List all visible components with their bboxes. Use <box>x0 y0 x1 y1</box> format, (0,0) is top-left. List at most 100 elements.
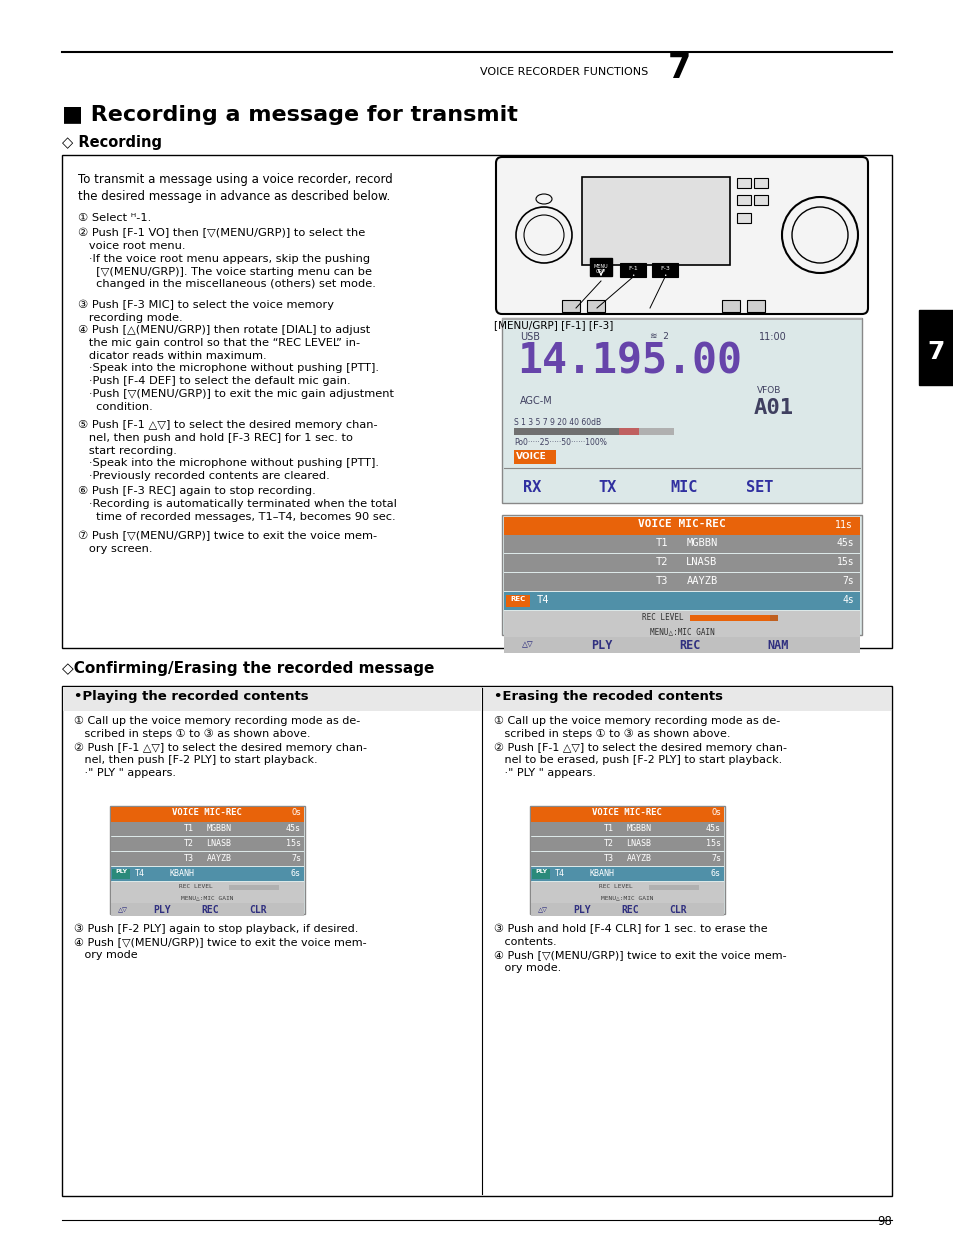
Text: 0s: 0s <box>291 808 301 818</box>
Text: AAYZB: AAYZB <box>206 853 232 863</box>
Text: ③ Push [F-3 MIC] to select the voice memory
   recording mode.: ③ Push [F-3 MIC] to select the voice mem… <box>78 300 334 324</box>
Text: REC: REC <box>201 905 218 915</box>
Bar <box>561 300 579 312</box>
Bar <box>501 317 862 503</box>
Bar <box>503 637 859 653</box>
Text: KBANH: KBANH <box>170 869 194 878</box>
Text: PLY: PLY <box>591 638 612 652</box>
Text: △▽: △▽ <box>537 905 547 914</box>
Text: T4: T4 <box>135 869 145 878</box>
Text: ① Call up the voice memory recording mode as de-
   scribed in steps ① to ③ as s: ① Call up the voice memory recording mod… <box>74 716 367 778</box>
Text: ⑥ Push [F-3 REC] again to stop recording.
   ·Recording is automatically termina: ⑥ Push [F-3 REC] again to stop recording… <box>78 487 396 521</box>
Text: MENU△:MIC GAIN: MENU△:MIC GAIN <box>180 895 233 900</box>
Text: 6s: 6s <box>710 869 720 878</box>
Text: RX: RX <box>522 480 540 495</box>
Text: 14.195.00: 14.195.00 <box>517 340 741 382</box>
Text: T1: T1 <box>603 824 614 832</box>
Bar <box>530 806 724 914</box>
Text: REC: REC <box>620 905 639 915</box>
Text: ■ Recording a message for transmit: ■ Recording a message for transmit <box>62 105 517 125</box>
Bar <box>531 903 723 916</box>
Text: T3: T3 <box>655 576 667 585</box>
Text: PLY: PLY <box>153 905 171 915</box>
Text: 15s: 15s <box>836 557 853 567</box>
Text: 7: 7 <box>926 340 943 364</box>
Bar <box>503 611 859 625</box>
Text: PLY: PLY <box>114 869 127 874</box>
Text: NAM: NAM <box>766 638 788 652</box>
Text: MIC: MIC <box>670 480 697 495</box>
Text: VFOB: VFOB <box>757 387 781 395</box>
Bar <box>111 823 304 836</box>
Text: AAYZB: AAYZB <box>685 576 717 585</box>
Bar <box>503 592 859 610</box>
Text: A01: A01 <box>753 398 793 417</box>
Text: 0s: 0s <box>711 808 720 818</box>
Text: 11:00: 11:00 <box>759 332 786 342</box>
Text: 15s: 15s <box>286 839 301 848</box>
Text: 45s: 45s <box>705 824 720 832</box>
Text: LNASB: LNASB <box>685 557 717 567</box>
Bar <box>618 429 639 435</box>
Text: ④ Push [△(MENU/GRP)] then rotate [DIAL] to adjust
   the mic gain control so tha: ④ Push [△(MENU/GRP)] then rotate [DIAL] … <box>78 325 394 411</box>
Bar <box>531 837 723 851</box>
Text: MGBBN: MGBBN <box>685 538 717 548</box>
Bar <box>586 300 604 312</box>
Text: TX: TX <box>598 480 617 495</box>
Text: 7s: 7s <box>710 853 720 863</box>
Text: USB: USB <box>519 332 539 342</box>
Bar <box>503 555 859 572</box>
Text: ⑤ Push [F-1 △▽] to select the desired memory chan-
   nel, then push and hold [F: ⑤ Push [F-1 △▽] to select the desired me… <box>78 420 378 482</box>
Text: T1: T1 <box>655 538 667 548</box>
Text: 15s: 15s <box>705 839 720 848</box>
Bar <box>503 517 859 535</box>
Text: REC: REC <box>510 597 525 601</box>
Text: T2: T2 <box>184 839 193 848</box>
Bar <box>769 615 778 621</box>
Text: [MENU/GRP] [F-1] [F-3]: [MENU/GRP] [F-1] [F-3] <box>494 320 613 330</box>
FancyBboxPatch shape <box>496 157 867 314</box>
Text: •Erasing the recoded contents: •Erasing the recoded contents <box>494 690 722 703</box>
Text: 7: 7 <box>667 52 691 84</box>
Text: F-1: F-1 <box>627 266 638 270</box>
Text: T4: T4 <box>537 595 549 605</box>
Bar <box>918 310 953 385</box>
Bar <box>581 177 729 266</box>
Text: Po0·····25·····50······100%: Po0·····25·····50······100% <box>514 438 606 447</box>
Bar <box>229 885 278 890</box>
Text: VOICE RECORDER FUNCTIONS: VOICE RECORDER FUNCTIONS <box>479 67 647 77</box>
Text: ◇Confirming/Erasing the recorded message: ◇Confirming/Erasing the recorded message <box>62 661 434 676</box>
Text: T4: T4 <box>555 869 564 878</box>
Text: CLR: CLR <box>249 905 267 915</box>
Text: ① Select ᴴ-1.: ① Select ᴴ-1. <box>78 212 152 224</box>
Bar <box>753 195 767 205</box>
Bar <box>651 263 678 277</box>
Text: T1: T1 <box>184 824 193 832</box>
Bar <box>531 806 723 823</box>
Text: VOICE: VOICE <box>516 452 546 461</box>
Bar <box>112 869 130 879</box>
Bar <box>111 837 304 851</box>
Text: ≋  2: ≋ 2 <box>649 332 668 341</box>
Bar <box>619 263 645 277</box>
Text: 6s: 6s <box>291 869 301 878</box>
Text: PLY: PLY <box>535 869 546 874</box>
Bar <box>532 869 550 879</box>
Text: MGBBN: MGBBN <box>626 824 651 832</box>
Text: CLR: CLR <box>668 905 686 915</box>
Bar <box>62 156 891 648</box>
Text: T2: T2 <box>603 839 614 848</box>
Text: REC LEVEL: REC LEVEL <box>598 884 632 889</box>
Text: 11s: 11s <box>834 520 851 530</box>
Text: VOICE MIC-REC: VOICE MIC-REC <box>592 808 661 818</box>
Text: VOICE MIC-REC: VOICE MIC-REC <box>172 808 242 818</box>
Text: SET: SET <box>745 480 773 495</box>
Bar <box>503 535 859 553</box>
Bar <box>737 212 750 224</box>
Bar <box>111 852 304 866</box>
Text: 45s: 45s <box>836 538 853 548</box>
Bar <box>737 178 750 188</box>
Bar <box>111 893 304 903</box>
Bar <box>531 852 723 866</box>
Text: F-3: F-3 <box>659 266 669 270</box>
